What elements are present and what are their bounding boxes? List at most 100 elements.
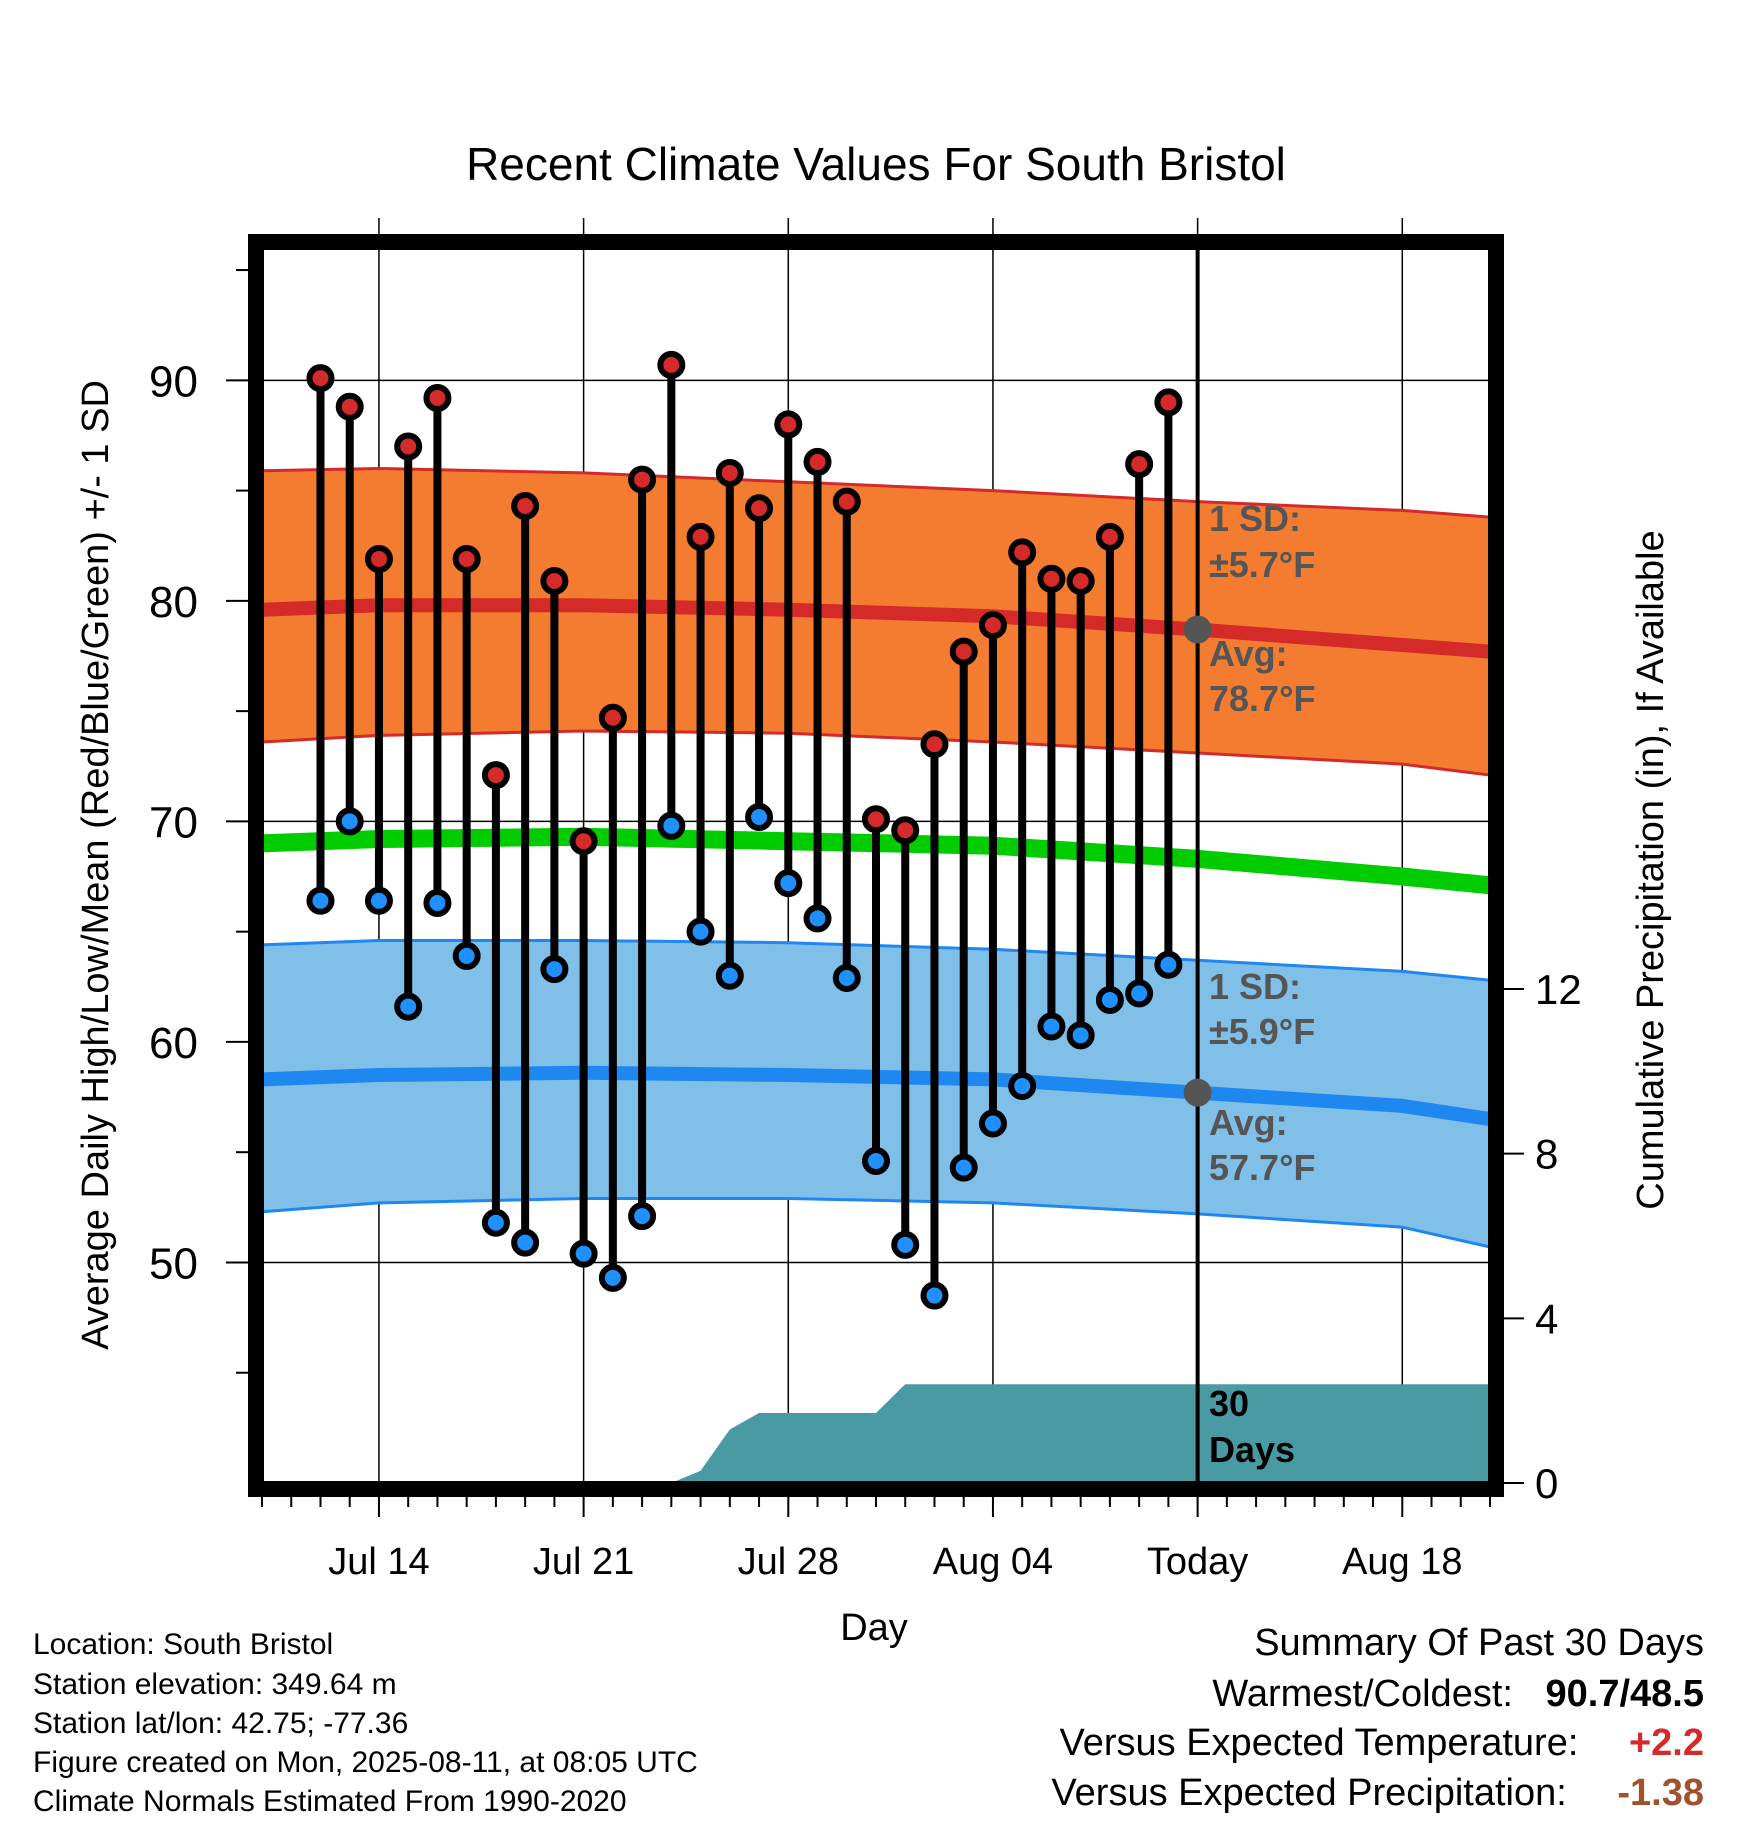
data-layer xyxy=(262,248,1490,1483)
high-point xyxy=(423,383,452,412)
low-avg-line xyxy=(261,1065,1492,1127)
x-axis-label: Day xyxy=(840,1607,908,1649)
high-point xyxy=(803,447,832,476)
low-point xyxy=(803,904,832,933)
footer-latlon: Station lat/lon: 42.75; -77.36 xyxy=(33,1707,409,1740)
chart-title: Recent Climate Values For South Bristol xyxy=(466,138,1286,190)
low-avg-value: 57.7°F xyxy=(1209,1147,1315,1188)
high-avg-label: Avg: xyxy=(1209,633,1288,674)
mean-avg-line xyxy=(261,827,1491,895)
low-point xyxy=(891,1230,920,1259)
high-point xyxy=(832,487,861,516)
summary-warm-cold-row: Warmest/Coldest: 90.7/48.5 xyxy=(1212,1673,1704,1716)
precip-area xyxy=(262,1384,1490,1483)
low-point xyxy=(628,1202,657,1231)
y-tick-label: 70 xyxy=(149,798,198,847)
today-low-avg-marker xyxy=(1183,1078,1212,1107)
low-point xyxy=(1125,979,1154,1008)
today-high-avg-marker xyxy=(1183,615,1212,644)
low-point xyxy=(306,886,335,915)
high-point xyxy=(1037,564,1066,593)
high-point xyxy=(862,805,890,834)
low-point xyxy=(540,955,569,984)
high-point xyxy=(306,364,335,393)
low-point xyxy=(657,811,686,840)
high-point xyxy=(452,544,481,573)
footer-created: Figure created on Mon, 2025-08-11, at 08… xyxy=(33,1746,698,1779)
y2-tick-label: 0 xyxy=(1535,1460,1558,1507)
low-point xyxy=(1037,1012,1066,1041)
summary-title: Summary Of Past 30 Days xyxy=(1254,1622,1704,1664)
low-point xyxy=(978,1109,1007,1138)
high-point xyxy=(628,465,657,494)
high-point xyxy=(1154,388,1183,417)
high-point xyxy=(891,816,920,845)
high-point xyxy=(481,761,510,790)
summary-precip-row: Versus Expected Precipitation: -1.38 xyxy=(1051,1772,1704,1815)
x-tick-label: Jul 14 xyxy=(328,1541,429,1583)
footer-normals: Climate Normals Estimated From 1990-2020 xyxy=(33,1785,627,1818)
high-point xyxy=(364,544,393,573)
y2-tick-label: 4 xyxy=(1535,1295,1558,1342)
plot-frame xyxy=(248,234,1504,1497)
high-point xyxy=(1125,450,1154,479)
low-sd-label: 1 SD: xyxy=(1209,966,1301,1007)
high-point xyxy=(569,827,598,856)
high-sd-label: 1 SD: xyxy=(1209,498,1301,539)
low-avg-label: Avg: xyxy=(1209,1102,1288,1143)
y-tick-label: 60 xyxy=(149,1019,198,1068)
low-point xyxy=(1066,1021,1095,1050)
y-tick-label: 80 xyxy=(149,578,198,627)
low-point xyxy=(569,1239,598,1268)
low-point xyxy=(686,917,715,946)
low-point xyxy=(832,963,861,992)
axes-layer xyxy=(226,234,1524,1517)
window-unit: Days xyxy=(1209,1429,1295,1470)
high-point xyxy=(978,611,1007,640)
text-layer: 50 60 70 80 90 0 4 8 12 Jul 14 Jul 21 Jul 28 Aug 04 T… xyxy=(75,138,1672,1649)
low-point xyxy=(1154,950,1183,979)
low-point xyxy=(1095,986,1124,1015)
low-point xyxy=(1008,1072,1037,1101)
high-point xyxy=(657,350,686,379)
x-tick-label: Aug 04 xyxy=(933,1541,1053,1583)
high-point xyxy=(540,567,569,596)
low-point xyxy=(364,886,393,915)
low-sd-value: ±5.9°F xyxy=(1209,1011,1315,1052)
low-point xyxy=(423,888,452,917)
high-point xyxy=(394,432,423,461)
high-sd-band xyxy=(260,466,1492,777)
low-point xyxy=(394,992,423,1021)
x-tick-label: Jul 21 xyxy=(533,1541,634,1583)
high-point xyxy=(774,410,803,439)
footer-elevation: Station elevation: 349.64 m xyxy=(33,1668,397,1701)
summary-precip-label: Versus Expected Precipitation: xyxy=(1051,1772,1567,1814)
x-tick-label: Today xyxy=(1147,1541,1248,1583)
summary-temp-value: +2.2 xyxy=(1628,1722,1704,1764)
y-tick-label: 90 xyxy=(149,357,198,406)
low-point xyxy=(949,1153,978,1182)
high-point xyxy=(686,522,715,551)
high-point xyxy=(1095,522,1124,551)
high-point xyxy=(1066,567,1095,596)
low-point xyxy=(745,802,774,831)
low-point xyxy=(481,1208,510,1237)
high-point xyxy=(598,703,627,732)
y2-axis-label: Cumulative Precipitation (in), If Availa… xyxy=(1630,530,1672,1209)
summary-temp-label: Versus Expected Temperature: xyxy=(1059,1722,1579,1764)
high-point xyxy=(1008,538,1037,567)
footer-location: Location: South Bristol xyxy=(33,1628,334,1661)
high-point xyxy=(745,494,774,523)
y2-tick-label: 12 xyxy=(1535,966,1582,1013)
high-point xyxy=(920,730,949,759)
y-axis-label: Average Daily High/Low/Mean (Red/Blue/Gr… xyxy=(75,380,117,1350)
high-point xyxy=(715,458,744,487)
window-count: 30 xyxy=(1209,1383,1249,1424)
high-point xyxy=(949,637,978,666)
high-point xyxy=(335,392,364,421)
low-point xyxy=(862,1147,890,1176)
summary-temp-row: Versus Expected Temperature: +2.2 xyxy=(1059,1722,1704,1765)
low-point xyxy=(511,1228,540,1257)
x-tick-label: Jul 28 xyxy=(738,1541,839,1583)
